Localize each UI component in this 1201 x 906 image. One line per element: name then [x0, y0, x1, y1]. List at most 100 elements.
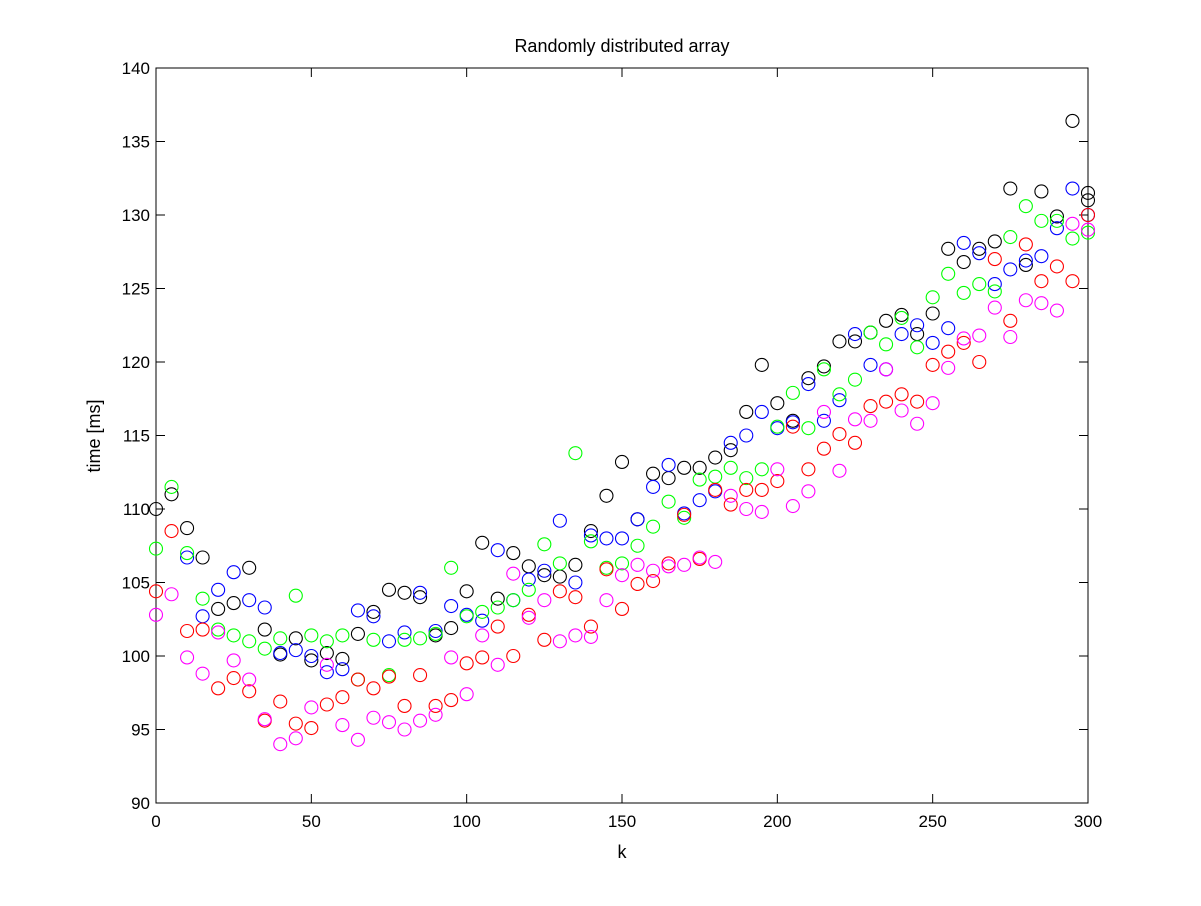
data-point — [1049, 259, 1064, 274]
data-point — [335, 651, 350, 666]
data-point — [754, 357, 769, 372]
data-point — [677, 510, 692, 525]
x-axis-label: k — [618, 842, 628, 862]
data-point — [956, 235, 971, 250]
data-point — [1065, 181, 1080, 196]
data-point — [583, 619, 598, 634]
data-point — [335, 718, 350, 733]
data-point — [350, 732, 365, 747]
data-point — [506, 593, 521, 608]
data-point — [770, 396, 785, 411]
data-point — [816, 413, 831, 428]
data-point — [273, 694, 288, 709]
data-point — [521, 582, 536, 597]
data-point — [257, 712, 272, 727]
y-tick-label: 105 — [122, 574, 150, 593]
data-point — [770, 462, 785, 477]
data-point — [381, 634, 397, 649]
data-point — [739, 428, 754, 443]
data-point — [987, 284, 1002, 299]
data-point — [972, 277, 987, 292]
data-point — [148, 607, 164, 622]
x-tick-label: 150 — [608, 812, 636, 831]
data-point — [1065, 231, 1080, 246]
series-3 — [148, 207, 1096, 736]
data-point — [226, 653, 241, 668]
data-point — [148, 501, 164, 517]
data-point — [956, 331, 971, 346]
data-point — [490, 657, 505, 672]
data-point — [754, 482, 769, 497]
y-tick-label: 90 — [131, 794, 150, 813]
data-point — [847, 435, 863, 450]
data-point — [987, 252, 1002, 267]
y-tick-label: 125 — [122, 280, 150, 299]
y-tick-label: 130 — [122, 206, 150, 225]
y-tick-label: 110 — [123, 500, 150, 519]
data-point — [490, 619, 505, 634]
data-point — [444, 598, 459, 614]
data-point — [257, 622, 272, 637]
data-point — [987, 277, 1002, 292]
data-point — [319, 697, 334, 712]
data-point — [397, 722, 412, 737]
data-point — [1049, 221, 1064, 236]
data-point — [319, 646, 334, 661]
data-point — [925, 335, 940, 350]
data-point — [381, 582, 397, 597]
data-point — [211, 601, 226, 617]
data-point — [646, 479, 661, 495]
data-point — [1003, 329, 1018, 345]
data-point — [879, 362, 894, 377]
data-point — [273, 737, 288, 752]
data-point — [723, 497, 738, 512]
data-point — [925, 306, 940, 321]
data-point — [630, 576, 645, 592]
data-point — [1080, 207, 1096, 223]
data-point — [832, 463, 847, 478]
data-point — [956, 285, 971, 300]
data-point — [537, 568, 552, 583]
data-point — [816, 441, 831, 456]
data-point — [350, 626, 365, 642]
data-point — [692, 460, 707, 475]
data-point — [335, 628, 350, 643]
data-point — [397, 585, 412, 600]
x-tick-label: 0 — [151, 812, 160, 831]
data-point — [459, 656, 474, 671]
data-point — [366, 710, 381, 725]
data-point — [257, 600, 272, 615]
data-point — [335, 662, 350, 677]
data-point — [1080, 185, 1096, 200]
data-point — [180, 550, 195, 565]
data-point — [599, 562, 614, 577]
data-point — [288, 731, 303, 746]
data-point — [413, 631, 428, 646]
data-point — [677, 507, 692, 522]
data-point — [583, 528, 598, 543]
data-point — [972, 328, 987, 343]
data-point — [288, 643, 303, 658]
data-point — [1049, 213, 1064, 228]
data-point — [754, 504, 769, 519]
data-point — [211, 681, 226, 696]
data-point — [304, 700, 319, 715]
data-point — [956, 254, 971, 270]
plot-area — [155, 67, 1089, 804]
data-point — [490, 591, 505, 606]
data-point — [521, 607, 536, 622]
data-point — [630, 512, 645, 527]
data-point — [1065, 274, 1080, 289]
data-point — [381, 715, 397, 730]
data-point — [428, 626, 443, 642]
x-tick-label: 100 — [452, 812, 480, 831]
data-point — [910, 416, 925, 431]
data-point — [739, 482, 754, 497]
data-point — [816, 362, 831, 377]
data-point — [894, 310, 909, 325]
data-point — [428, 623, 443, 639]
data-point — [568, 628, 583, 643]
data-point — [723, 488, 738, 503]
data-point — [941, 321, 956, 336]
